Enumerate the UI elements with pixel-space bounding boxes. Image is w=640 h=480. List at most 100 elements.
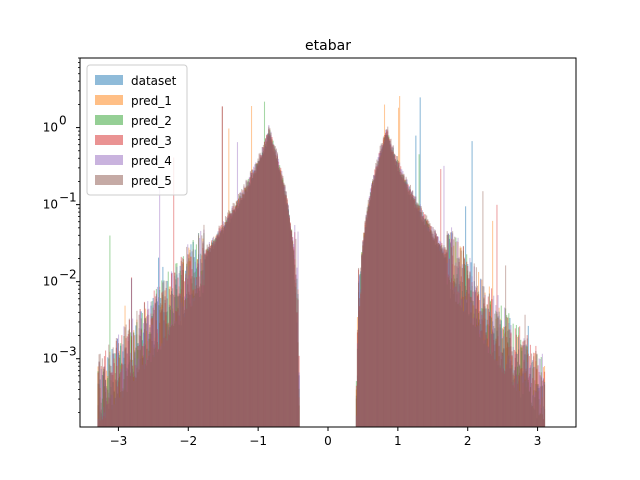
bar-pred_2 (180, 274, 182, 427)
bar-pred_3 (411, 193, 413, 427)
bar-pred_5 (183, 300, 186, 427)
bar-pred_3 (262, 147, 264, 427)
bar-pred_2 (162, 294, 164, 427)
bar-pred_2 (266, 141, 268, 427)
bar-pred_4 (369, 188, 371, 427)
bar-pred_3 (527, 377, 529, 427)
bar-pred_1 (362, 245, 364, 427)
bar-pred_4 (215, 237, 217, 427)
bar-pred_4 (422, 214, 424, 427)
bar-dataset (503, 348, 506, 427)
bar-pred_2 (253, 173, 255, 427)
bar-pred_2 (401, 174, 403, 427)
bar-dataset (133, 371, 135, 427)
bar-pred_2 (519, 366, 521, 427)
bar-pred_1 (487, 324, 489, 427)
bar-pred_4 (444, 254, 446, 427)
bar-pred_2 (498, 345, 500, 427)
bar-pred_5 (377, 160, 379, 427)
bar-pred_1 (446, 235, 448, 427)
bar-pred_1 (422, 221, 424, 427)
bar-dataset (520, 397, 522, 427)
bar-pred_1 (411, 196, 413, 427)
bar-pred_5 (459, 248, 461, 427)
bar-dataset (118, 352, 120, 427)
bar-pred_1 (521, 346, 523, 427)
bar-pred_5 (109, 370, 111, 427)
bar-pred_4 (400, 168, 402, 427)
bar-pred_5 (524, 314, 526, 427)
bar-pred_2 (257, 160, 259, 427)
bar-pred_2 (523, 361, 525, 427)
bar-pred_5 (196, 259, 199, 427)
bar-pred_3 (208, 247, 210, 427)
bar-pred_5 (266, 135, 268, 428)
bar-pred_1 (216, 237, 218, 427)
bar-pred_3 (249, 177, 251, 427)
bar-pred_1 (115, 347, 117, 427)
bar-pred_1 (209, 252, 211, 427)
bar-dataset (415, 135, 417, 427)
bar-dataset (456, 294, 458, 427)
bar-pred_2 (372, 181, 374, 427)
bar-pred_1 (201, 255, 203, 427)
bar-dataset (120, 345, 122, 427)
bar-pred_4 (203, 229, 205, 427)
legend-label-dataset: dataset (131, 74, 177, 88)
bar-pred_4 (480, 279, 482, 427)
bar-pred_4 (526, 362, 528, 427)
bar-dataset (483, 298, 485, 427)
bar-pred_4 (242, 195, 244, 427)
bar-pred_5 (188, 291, 190, 427)
bar-pred_3 (285, 195, 287, 427)
bar-pred_3 (539, 375, 541, 427)
bar-pred_2 (379, 157, 381, 427)
bar-pred_1 (113, 358, 115, 427)
bar-dataset (278, 169, 280, 427)
bar-dataset (158, 257, 160, 427)
bar-pred_3 (428, 224, 430, 427)
bar-pred_3 (295, 274, 297, 427)
bar-pred_3 (165, 287, 167, 427)
bar-dataset (438, 245, 440, 427)
bar-pred_5 (101, 358, 103, 427)
bar-pred_2 (238, 205, 240, 427)
x-tick-label: 3 (534, 434, 542, 448)
bar-pred_2 (451, 247, 453, 427)
bar-pred_5 (368, 201, 370, 427)
bar-pred_5 (446, 231, 448, 427)
bar-pred_2 (420, 212, 422, 427)
bar-pred_1 (376, 166, 378, 427)
bar-pred_4 (367, 205, 369, 427)
bar-pred_4 (100, 368, 102, 427)
bar-pred_4 (458, 257, 460, 427)
bar-dataset (147, 314, 149, 427)
bar-pred_5 (116, 393, 119, 427)
bar-pred_3 (150, 313, 152, 427)
bar-pred_4 (235, 207, 237, 427)
bar-pred_5 (121, 363, 123, 427)
bar-pred_5 (210, 245, 213, 427)
bar-pred_1 (431, 237, 433, 427)
bar-dataset (165, 312, 167, 427)
bar-pred_1 (502, 326, 504, 427)
bar-dataset (226, 221, 228, 427)
bar-pred_3 (521, 368, 523, 427)
bar-pred_4 (267, 136, 269, 427)
bar-pred_3 (367, 208, 369, 427)
bar-pred_2 (391, 152, 393, 427)
bar-pred_1 (147, 341, 149, 427)
bar-pred_5 (112, 347, 114, 427)
bar-dataset (279, 171, 281, 427)
bar-pred_4 (244, 191, 246, 427)
bar-pred_2 (471, 285, 473, 427)
bar-pred_1 (438, 245, 440, 427)
bar-pred_3 (497, 336, 499, 427)
bar-pred_5 (118, 343, 120, 427)
bar-pred_2 (432, 237, 434, 427)
bar-pred_2 (234, 211, 236, 427)
bar-pred_5 (476, 285, 479, 427)
bar-dataset (285, 204, 287, 427)
bar-pred_3 (355, 385, 357, 427)
bar-pred_2 (244, 188, 246, 427)
